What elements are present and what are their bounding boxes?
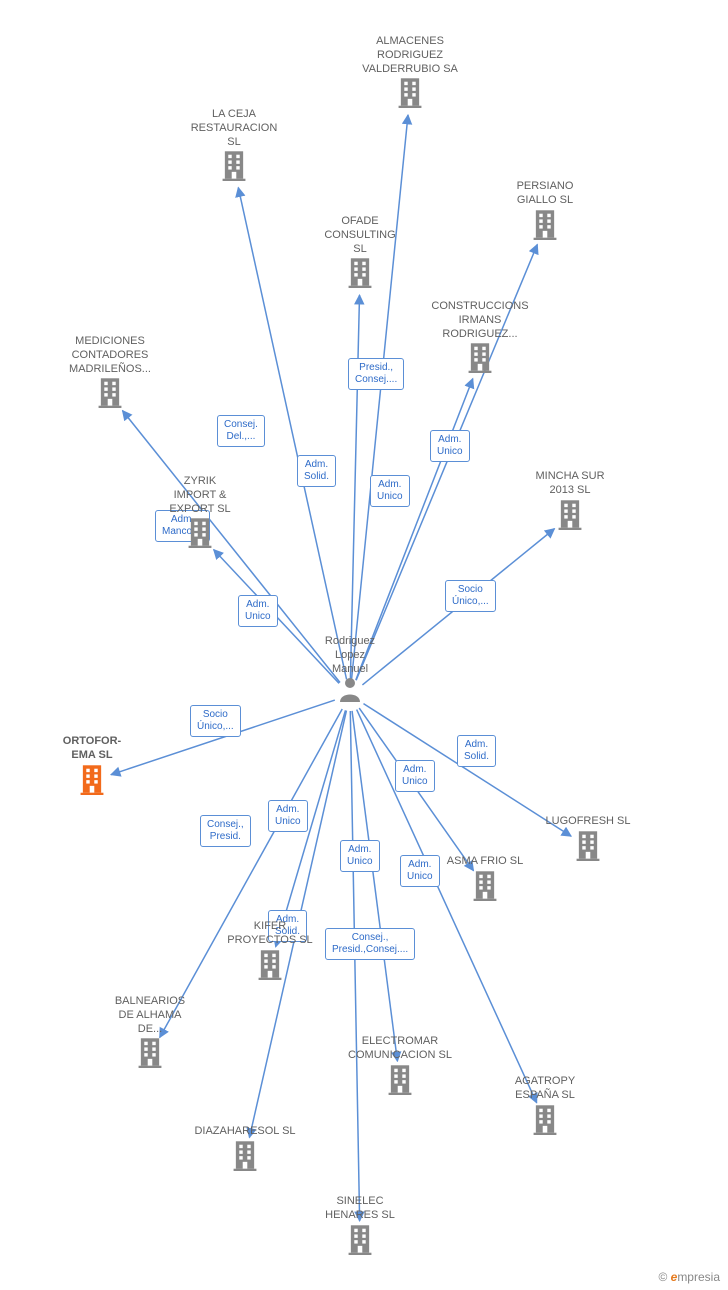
- node-label-line: ELECTROMAR: [345, 1035, 455, 1049]
- attribution: © empresia: [658, 1270, 720, 1284]
- node-label-line: COMUNICACION SL: [345, 1049, 455, 1063]
- node-label-line: ASMA FRIO SL: [430, 855, 540, 869]
- brand-rest: mpresia: [677, 1270, 720, 1284]
- node-label-line: SL: [305, 243, 415, 257]
- company-node[interactable]: LA CEJARESTAURACIONSL: [179, 108, 289, 183]
- edge-line: [160, 709, 343, 1038]
- node-label-line: OFADE: [305, 215, 415, 229]
- company-node[interactable]: ASMA FRIO SL: [430, 855, 540, 903]
- edge-line: [352, 115, 408, 679]
- node-label-line: ZYRIK: [145, 475, 255, 489]
- node-label-line: KIFER: [215, 920, 325, 934]
- company-node[interactable]: AGATROPYESPAÑA SL: [490, 1075, 600, 1137]
- node-label-line: GIALLO SL: [490, 194, 600, 208]
- person-node-center[interactable]: RodriguezLopezManuel: [305, 635, 395, 704]
- company-node[interactable]: OFADECONSULTINGSL: [305, 215, 415, 290]
- company-node[interactable]: MEDICIONESCONTADORESMADRILEÑOS...: [55, 335, 165, 410]
- edge-label: Adm.Solid.: [297, 455, 336, 487]
- company-node[interactable]: ORTOFOR-EMA SL: [37, 735, 147, 797]
- node-label-line: 2013 SL: [515, 484, 625, 498]
- company-node[interactable]: CONSTRUCCIONSIRMANSRODRIGUEZ...: [425, 300, 535, 375]
- edge-label: Adm.Unico: [268, 800, 308, 832]
- node-label-line: AGATROPY: [490, 1075, 600, 1089]
- node-label-line: VALDERRUBIO SA: [355, 63, 465, 77]
- node-label-line: BALNEARIOS: [95, 995, 205, 1009]
- company-node[interactable]: MINCHA SUR2013 SL: [515, 470, 625, 532]
- node-label-line: EMA SL: [37, 749, 147, 763]
- node-label-line: EXPORT SL: [145, 503, 255, 517]
- node-label-line: IMPORT &: [145, 489, 255, 503]
- edge-label: Adm.Solid.: [457, 735, 496, 767]
- edge-line: [350, 711, 359, 1221]
- company-node[interactable]: ALMACENESRODRIGUEZVALDERRUBIO SA: [355, 35, 465, 110]
- node-label-line: SL: [179, 136, 289, 150]
- edge-label: Adm.Unico: [340, 840, 380, 872]
- node-label-line: ALMACENES: [355, 35, 465, 49]
- network-diagram: Presid.,Consej.... Consej.Del.,... Adm.Uni…: [0, 0, 728, 1290]
- node-label-line: LA CEJA: [179, 108, 289, 122]
- edge-label: Presid.,Consej....: [348, 358, 404, 390]
- edge-label: SocioÚnico,...: [445, 580, 496, 612]
- node-label-line: MADRILEÑOS...: [55, 363, 165, 377]
- company-node[interactable]: LUGOFRESH SL: [533, 815, 643, 863]
- node-label-line: Rodriguez: [305, 635, 395, 649]
- edge-label: Consej.,Presid.: [200, 815, 251, 847]
- edge-label: SocioÚnico,...: [190, 705, 241, 737]
- node-label-line: DE ALHAMA: [95, 1009, 205, 1023]
- node-label-line: RODRIGUEZ: [355, 49, 465, 63]
- node-label-line: RESTAURACION: [179, 122, 289, 136]
- node-label-line: Manuel: [305, 663, 395, 677]
- node-label-line: RODRIGUEZ...: [425, 328, 535, 342]
- company-node[interactable]: KIFERPROYECTOS SL: [215, 920, 325, 982]
- company-node[interactable]: BALNEARIOSDE ALHAMADE...: [95, 995, 205, 1070]
- company-node[interactable]: ZYRIKIMPORT &EXPORT SL: [145, 475, 255, 550]
- node-label-line: CONSTRUCCIONS: [425, 300, 535, 314]
- node-label-line: PERSIANO: [490, 180, 600, 194]
- company-node[interactable]: SINELECHENARES SL: [305, 1195, 415, 1257]
- node-label-line: PROYECTOS SL: [215, 934, 325, 948]
- edge-label: Consej.,Presid.,Consej....: [325, 928, 415, 960]
- edge-label: Adm.Unico: [430, 430, 470, 462]
- node-label-line: DE...: [95, 1023, 205, 1037]
- node-label-line: MINCHA SUR: [515, 470, 625, 484]
- copyright-symbol: ©: [658, 1270, 667, 1284]
- company-node[interactable]: PERSIANOGIALLO SL: [490, 180, 600, 242]
- node-label-line: HENARES SL: [305, 1209, 415, 1223]
- edge-label: Adm.Unico: [370, 475, 410, 507]
- edge-label: Adm.Unico: [395, 760, 435, 792]
- node-label-line: CONSULTING: [305, 229, 415, 243]
- node-label-line: IRMANS: [425, 314, 535, 328]
- node-label-line: CONTADORES: [55, 349, 165, 363]
- edge-line: [350, 295, 359, 679]
- edge-label: Consej.Del.,...: [217, 415, 265, 447]
- node-label-line: DIAZAHARESOL SL: [190, 1125, 300, 1139]
- node-label-line: ESPAÑA SL: [490, 1089, 600, 1103]
- edge-line: [352, 711, 397, 1061]
- node-label-line: Lopez: [305, 649, 395, 663]
- company-node[interactable]: ELECTROMARCOMUNICACION SL: [345, 1035, 455, 1097]
- node-label-line: MEDICIONES: [55, 335, 165, 349]
- node-label-line: LUGOFRESH SL: [533, 815, 643, 829]
- node-label-line: SINELEC: [305, 1195, 415, 1209]
- node-label-line: ORTOFOR-: [37, 735, 147, 749]
- company-node[interactable]: DIAZAHARESOL SL: [190, 1125, 300, 1173]
- edge-label: Adm.Unico: [238, 595, 278, 627]
